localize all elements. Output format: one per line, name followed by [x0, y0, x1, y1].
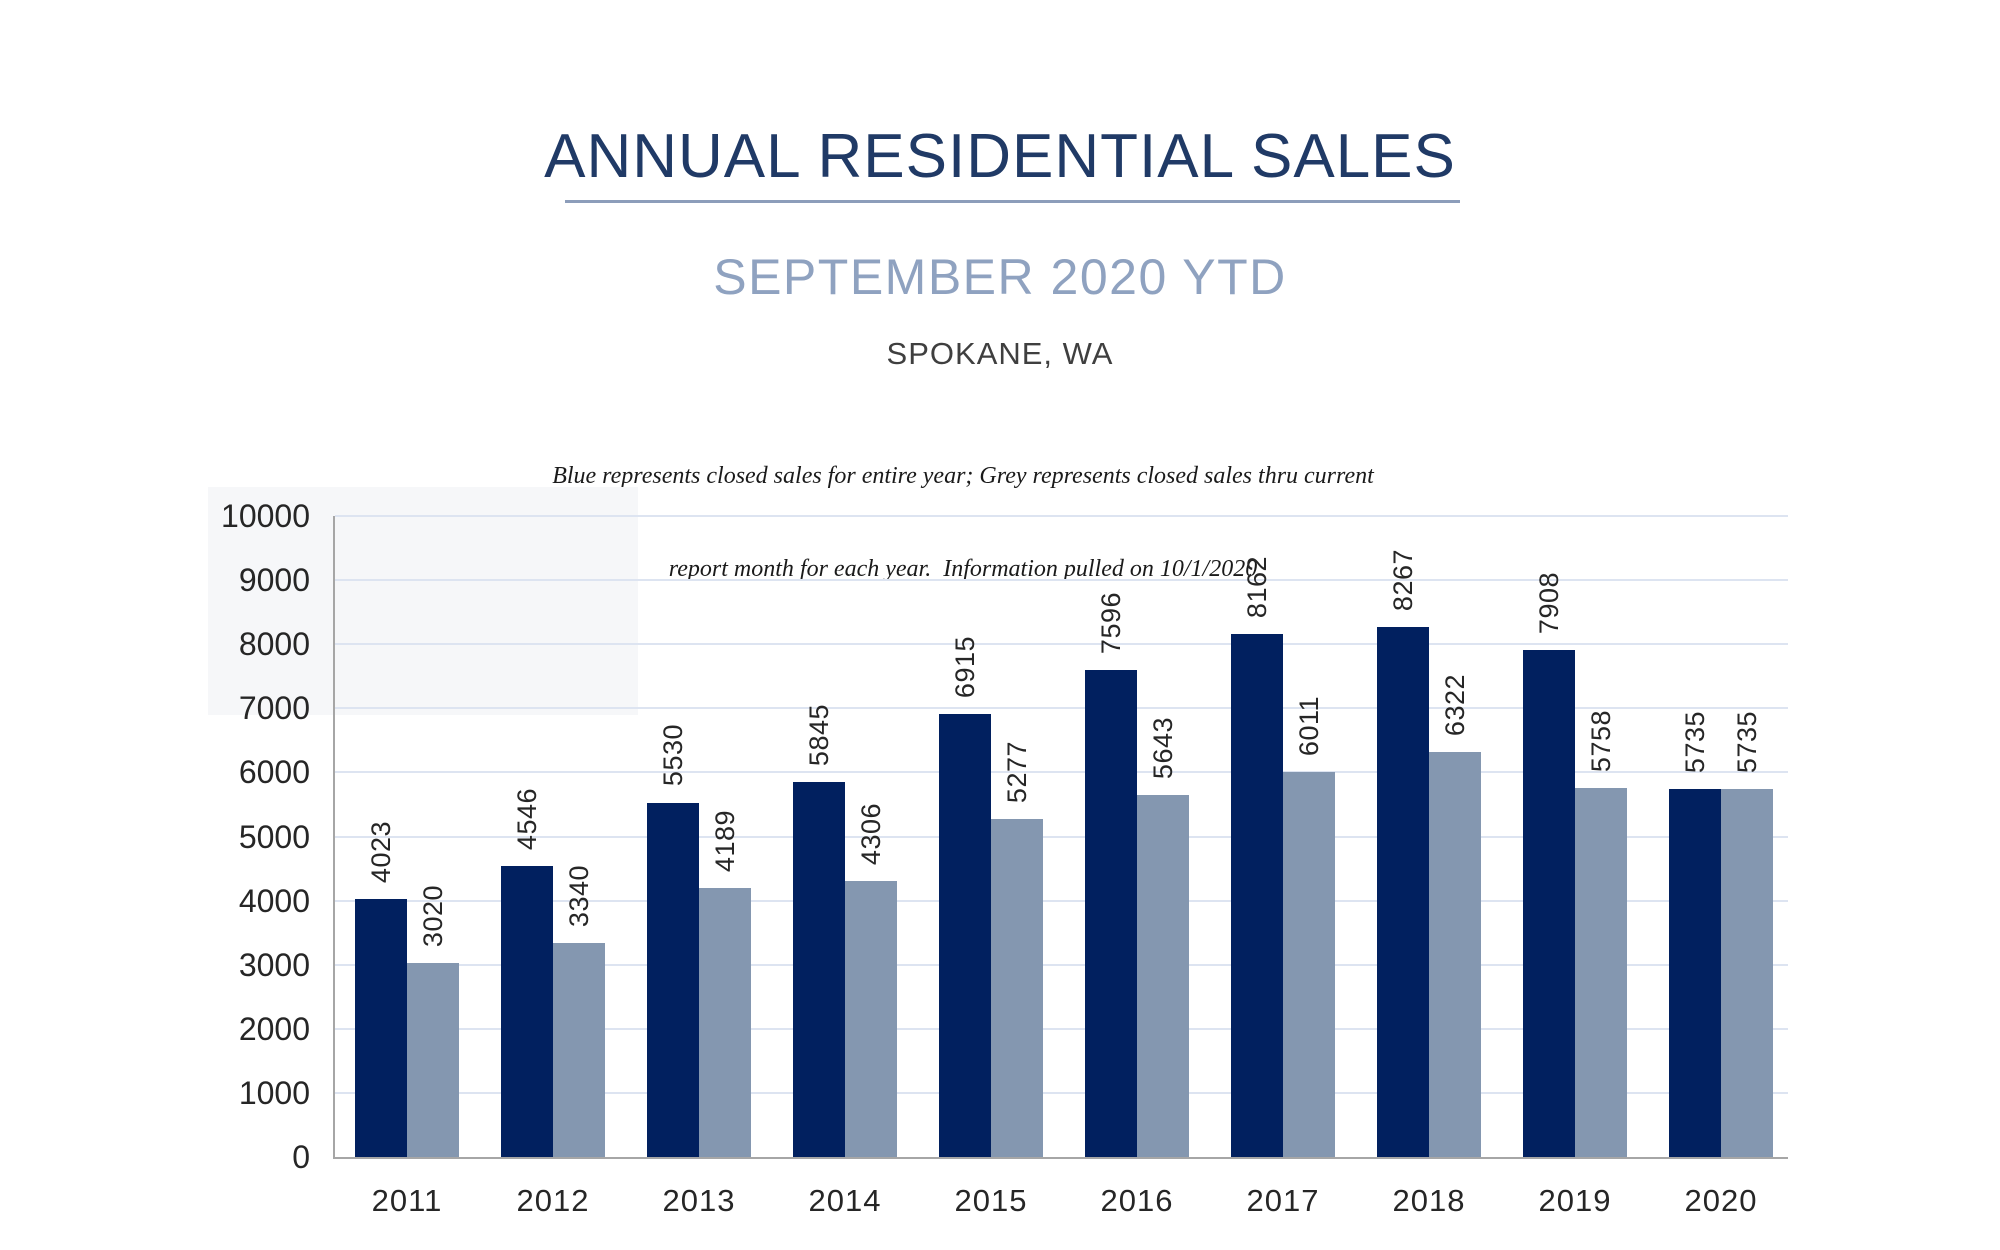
gridline-6000	[335, 771, 1788, 774]
bar-value-label-ytd-2014: 4306	[856, 802, 886, 865]
bar-value-label-ytd-2013: 4189	[710, 810, 740, 873]
bar-annual-2017	[1231, 633, 1283, 1157]
bar-value-label-ytd-2020: 5735	[1732, 711, 1762, 774]
x-axis-line	[333, 1157, 1788, 1159]
bar-value-label-ytd-2016: 5643	[1148, 717, 1178, 780]
title-underline	[565, 200, 1460, 203]
y-axis-tick-label-6000: 6000	[238, 754, 310, 791]
bar-annual-2013	[647, 802, 699, 1157]
bar-value-label-annual-2012: 4546	[512, 787, 542, 850]
background-panel	[208, 487, 638, 715]
bar-value-label-ytd-2018: 6322	[1440, 673, 1470, 736]
report-period-subtitle: SEPTEMBER 2020 YTD	[713, 249, 1287, 305]
bar-annual-2016	[1085, 670, 1137, 1157]
bar-value-label-ytd-2012: 3340	[564, 864, 594, 927]
x-axis-label-2019: 2019	[1538, 1183, 1612, 1218]
bar-value-label-annual-2016: 7596	[1096, 592, 1126, 655]
legend-note-line-1: Blue represents closed sales for entire …	[552, 463, 1374, 489]
bar-annual-2019	[1523, 650, 1575, 1157]
y-axis-tick-label-2000: 2000	[238, 1010, 310, 1047]
x-axis-label-2020: 2020	[1684, 1183, 1758, 1218]
bar-ytd-2017	[1283, 771, 1335, 1157]
bar-ytd-2020	[1721, 789, 1773, 1157]
bar-value-label-ytd-2011: 3020	[418, 885, 448, 948]
bar-annual-2020	[1669, 789, 1721, 1157]
y-axis-tick-label-0: 0	[292, 1139, 310, 1175]
y-axis-tick-label-5000: 5000	[238, 818, 310, 855]
bar-value-label-annual-2017: 8162	[1242, 555, 1272, 618]
x-axis-label-2016: 2016	[1100, 1183, 1174, 1218]
gridline-8000	[335, 643, 1788, 646]
bar-ytd-2014	[845, 880, 897, 1157]
bar-annual-2018	[1377, 627, 1429, 1157]
bar-annual-2014	[793, 782, 845, 1157]
gridline-9000	[335, 579, 1788, 582]
page-title: ANNUAL RESIDENTIAL SALES	[544, 122, 1456, 191]
bar-ytd-2011	[407, 963, 459, 1157]
bar-ytd-2012	[553, 942, 605, 1157]
bar-value-label-annual-2019: 7908	[1534, 572, 1564, 635]
bar-value-label-annual-2011: 4023	[366, 821, 396, 884]
bar-ytd-2016	[1137, 795, 1189, 1157]
bar-value-label-annual-2018: 8267	[1388, 549, 1418, 612]
y-axis-tick-label-10000: 10000	[221, 498, 310, 534]
gridline-5000	[335, 835, 1788, 838]
gridline-10000	[335, 515, 1788, 517]
bar-value-label-ytd-2015: 5277	[1002, 740, 1032, 803]
x-axis-label-2018: 2018	[1392, 1183, 1466, 1218]
y-axis-tick-label-1000: 1000	[238, 1074, 310, 1111]
y-axis-tick-label-4000: 4000	[238, 882, 310, 919]
y-axis-tick-label-7000: 7000	[238, 690, 310, 727]
gridline-4000	[335, 899, 1788, 902]
y-axis-tick-label-3000: 3000	[238, 946, 310, 983]
bar-ytd-2013	[699, 888, 751, 1157]
bar-value-label-ytd-2017: 6011	[1294, 695, 1324, 756]
x-axis-label-2013: 2013	[662, 1183, 736, 1218]
bar-ytd-2019	[1575, 787, 1627, 1157]
bar-ytd-2015	[991, 818, 1043, 1157]
gridline-2000	[335, 1027, 1788, 1030]
legend-note-line-2: report month for each year. Information …	[668, 556, 1258, 582]
gridline-3000	[335, 963, 1788, 966]
x-axis-label-2012: 2012	[516, 1183, 590, 1218]
bar-annual-2012	[501, 865, 553, 1157]
bar-ytd-2018	[1429, 751, 1481, 1157]
x-axis-label-2017: 2017	[1246, 1183, 1320, 1218]
legend-note: Blue represents closed sales for entire …	[0, 399, 1926, 647]
gridline-1000	[335, 1091, 1788, 1094]
bar-annual-2015	[939, 713, 991, 1157]
bar-value-label-annual-2020: 5735	[1680, 711, 1710, 774]
y-axis-tick-label-8000: 8000	[238, 626, 310, 663]
bar-value-label-annual-2015: 6915	[950, 635, 980, 698]
x-axis-label-2014: 2014	[808, 1183, 882, 1218]
bar-value-label-ytd-2019: 5758	[1586, 709, 1616, 772]
report-location: SPOKANE, WA	[886, 336, 1114, 371]
gridline-7000	[335, 707, 1788, 710]
x-axis-label-2015: 2015	[954, 1183, 1028, 1218]
bar-value-label-annual-2014: 5845	[804, 704, 834, 767]
bar-annual-2011	[355, 899, 407, 1157]
bar-value-label-annual-2013: 5530	[658, 724, 688, 787]
y-axis-line	[333, 516, 335, 1159]
x-axis-label-2011: 2011	[371, 1183, 443, 1218]
y-axis-tick-label-9000: 9000	[238, 562, 310, 599]
